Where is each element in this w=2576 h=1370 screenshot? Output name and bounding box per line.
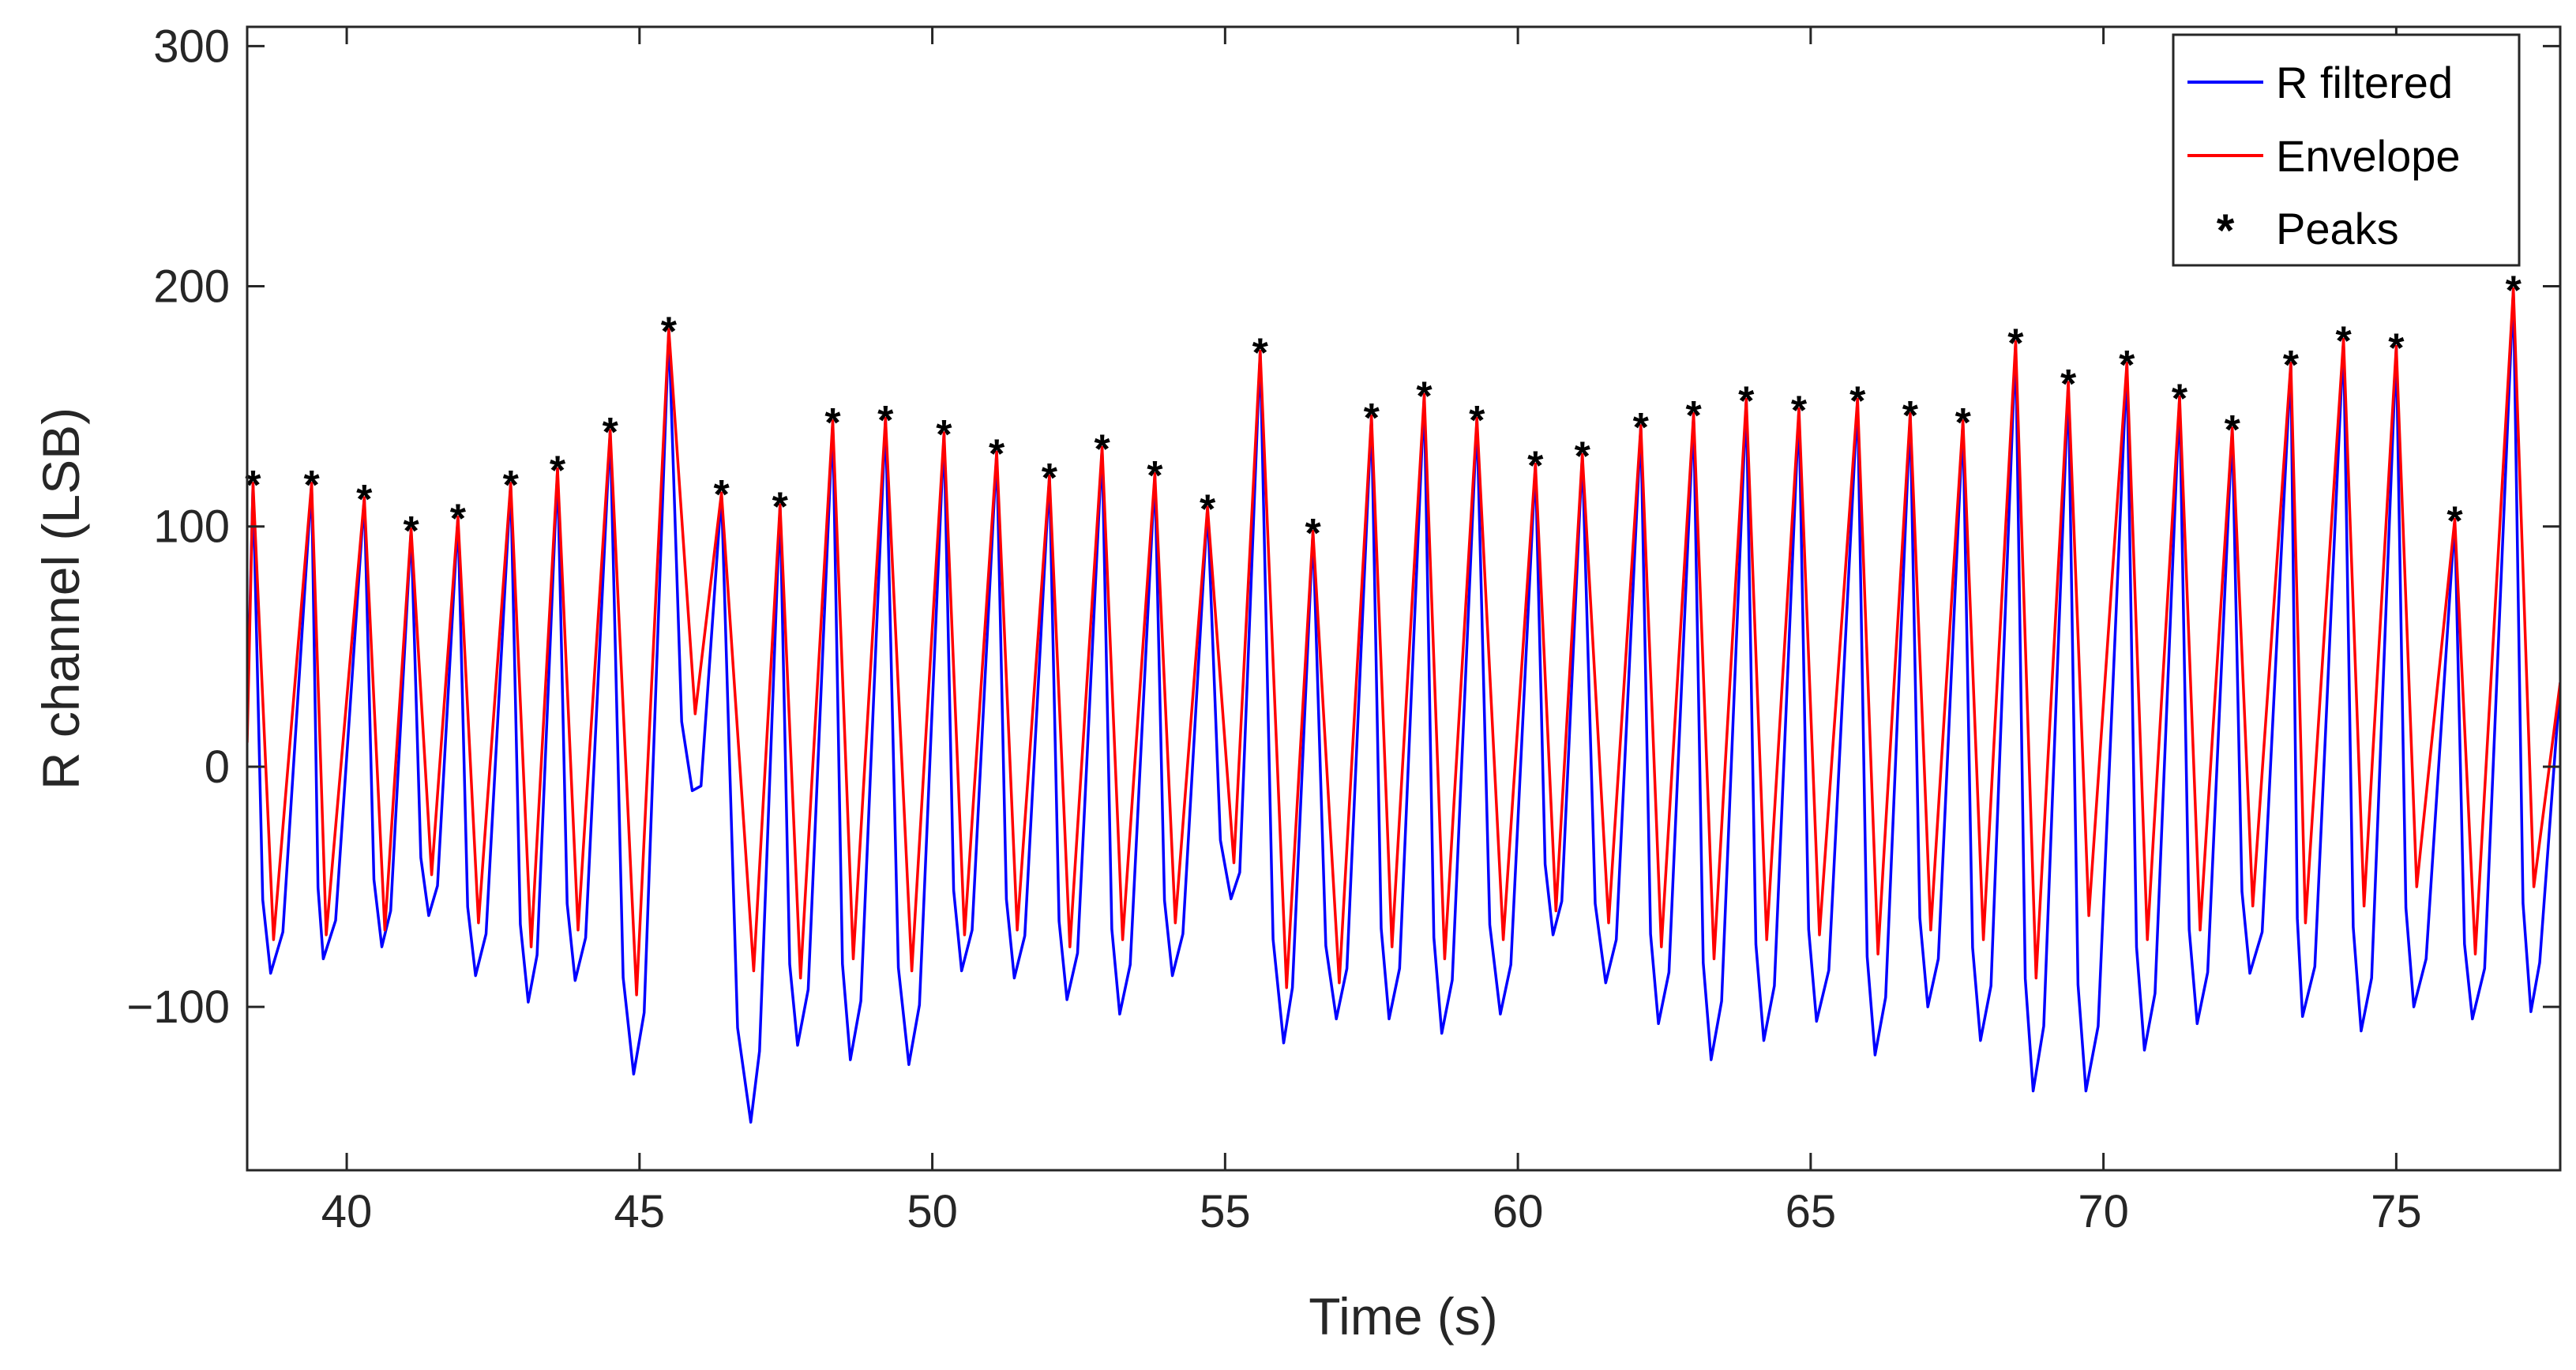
x-tick-label: 75 — [2371, 1186, 2422, 1237]
peak-marker: * — [1364, 396, 1380, 441]
y-tick-label: −100 — [126, 982, 230, 1033]
peak-marker: * — [2388, 326, 2405, 372]
peak-marker: * — [1791, 388, 1808, 434]
peak-marker: * — [1575, 434, 1591, 480]
peak-marker: * — [989, 431, 1005, 477]
legend-box — [2172, 33, 2521, 267]
x-tick-label: 60 — [1493, 1186, 1544, 1237]
x-tick-label: 65 — [1786, 1186, 1837, 1237]
y-tick-label: 300 — [153, 21, 230, 72]
peak-marker: * — [772, 484, 789, 530]
peak-marker: * — [2506, 268, 2522, 314]
y-tick-label: 200 — [153, 261, 230, 313]
axes-layer: 40 45 50 55 60 65 70 75 −100 0 100 200 300 — [126, 21, 2562, 1237]
peak-marker: * — [403, 509, 419, 554]
peak-marker: * — [713, 472, 730, 518]
peak-marker: * — [2119, 343, 2135, 388]
y-axis-label: R channel (LSB) — [32, 407, 90, 790]
peak-marker: * — [503, 463, 520, 509]
legend-label-r-filtered: R filtered — [2276, 58, 2453, 107]
peak-marker: * — [936, 412, 952, 458]
peak-marker: * — [1955, 400, 1972, 446]
peak-marker: * — [661, 309, 678, 355]
y-tick-label: 100 — [153, 501, 230, 553]
x-tick-label: 40 — [321, 1186, 373, 1237]
y-tick-label: 0 — [205, 741, 230, 793]
peak-marker: * — [2283, 343, 2300, 388]
peak-marker: * — [1849, 379, 1866, 425]
series-line-envelope — [247, 287, 2560, 997]
peaks-layer: * * * * * * * * * * * * * * * * * * * * * * * * * * * * * * * * * * * * * * * *… — [245, 268, 2522, 557]
peak-marker: * — [603, 410, 619, 456]
peak-marker: * — [1685, 393, 1702, 439]
peak-marker: * — [2007, 321, 2024, 367]
x-axis-label: Time (s) — [1309, 1287, 1498, 1346]
peak-marker: * — [1094, 426, 1110, 472]
peak-marker: * — [1252, 331, 1269, 377]
peak-marker: * — [2225, 407, 2241, 453]
peak-marker: * — [1305, 511, 1321, 557]
legend-label-peaks: Peaks — [2276, 204, 2399, 253]
legend-label-envelope: Envelope — [2276, 131, 2461, 181]
x-tick-label: 45 — [614, 1186, 666, 1237]
peak-marker: * — [2335, 319, 2352, 365]
axes-frame — [246, 25, 2562, 1172]
legend: R filtered Envelope * Peaks — [2172, 33, 2521, 267]
peak-marker: * — [2060, 362, 2077, 407]
peak-marker: * — [1416, 373, 1433, 419]
peak-marker: * — [450, 497, 467, 542]
legend-swatch-peaks: * — [2217, 205, 2235, 257]
peak-marker: * — [1200, 486, 1216, 532]
series-layer — [247, 287, 2560, 1124]
peak-marker: * — [1902, 393, 1919, 439]
peak-marker: * — [303, 463, 320, 509]
peak-marker: * — [877, 398, 894, 444]
x-tick-label: 50 — [907, 1186, 958, 1237]
peak-marker: * — [2172, 377, 2188, 422]
peak-marker: * — [550, 449, 566, 494]
x-tick-label: 70 — [2078, 1186, 2129, 1237]
peak-marker: * — [1042, 456, 1058, 501]
peak-marker: * — [245, 463, 261, 509]
peak-marker: * — [1633, 405, 1650, 451]
peak-marker: * — [824, 400, 841, 446]
peak-marker: * — [1469, 398, 1485, 444]
peak-marker: * — [1527, 444, 1544, 490]
peak-marker: * — [2446, 499, 2463, 545]
peak-marker: * — [356, 477, 373, 523]
x-tick-label: 55 — [1200, 1186, 1251, 1237]
peak-marker: * — [1738, 379, 1755, 425]
peak-marker: * — [1147, 453, 1163, 499]
